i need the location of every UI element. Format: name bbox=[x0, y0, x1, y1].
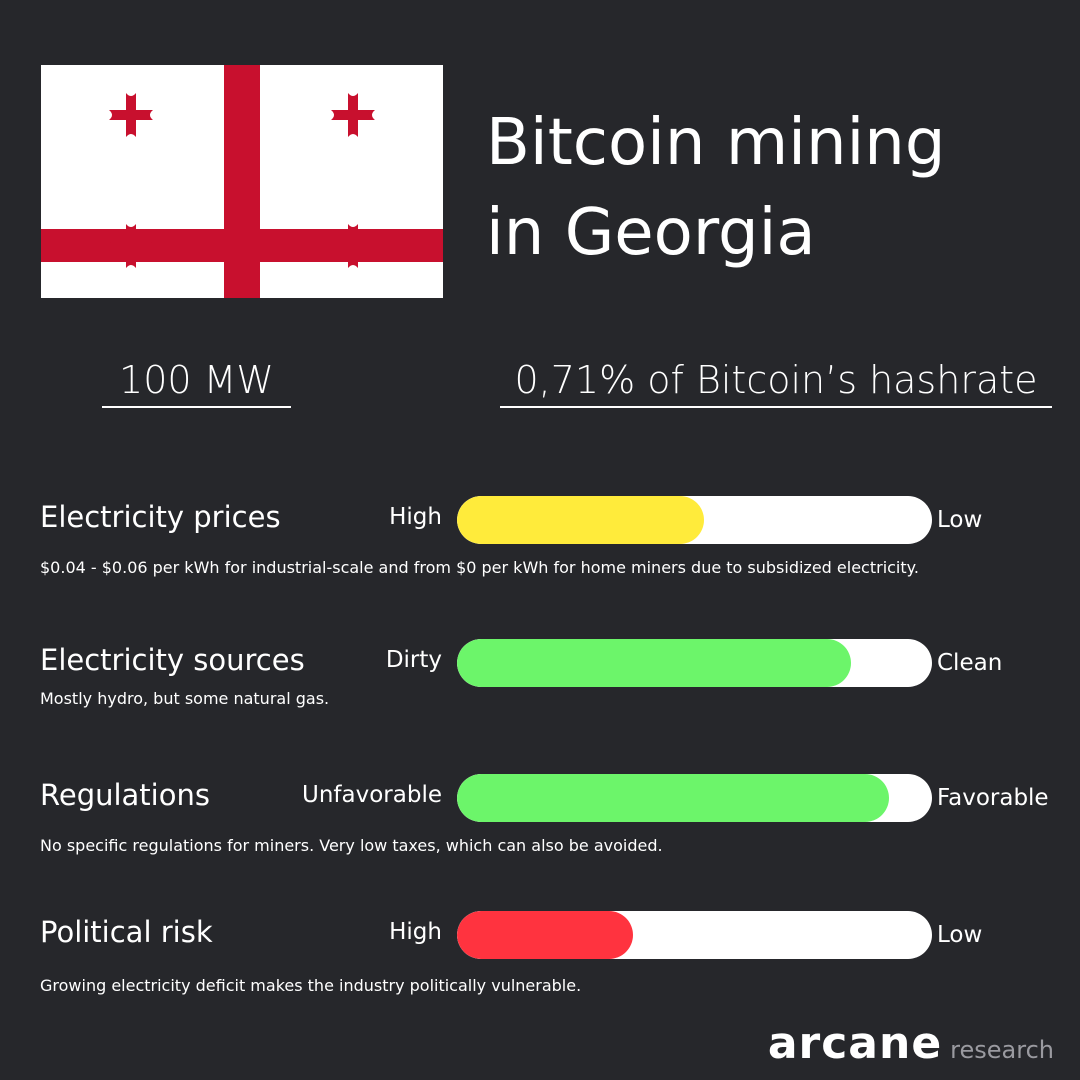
metric-label: Political risk bbox=[40, 915, 213, 949]
logo-wordmark: arcane bbox=[767, 1018, 943, 1069]
metric-description: $0.04 - $0.06 per kWh for industrial-sca… bbox=[40, 558, 919, 577]
georgia-flag bbox=[41, 65, 443, 298]
metric-label: Regulations bbox=[40, 778, 210, 812]
metric-scale-right: Favorable bbox=[937, 785, 1049, 811]
title-line-2: in Georgia bbox=[486, 196, 816, 270]
arcane-research-logo: arcane research bbox=[768, 1018, 1054, 1069]
metric-description: Growing electricity deficit makes the in… bbox=[40, 976, 582, 995]
metric-bar-fill bbox=[457, 911, 633, 959]
flag-small-cross-icon bbox=[325, 218, 381, 274]
hashrate-share-stat: 0,71% of Bitcoin’s hashrate bbox=[500, 358, 1052, 408]
metric-scale-left: High bbox=[389, 504, 442, 530]
title-line-1: Bitcoin mining bbox=[486, 106, 946, 180]
metric-political-risk: Political risk High Low Growing electric… bbox=[0, 911, 1080, 1035]
metric-label: Electricity prices bbox=[40, 500, 281, 534]
metric-scale-right: Clean bbox=[937, 650, 1003, 676]
metric-bar bbox=[457, 774, 932, 822]
page-title: Bitcoin mining in Georgia bbox=[486, 98, 1046, 278]
metric-scale-right: Low bbox=[937, 507, 983, 533]
metric-bar-fill bbox=[457, 496, 704, 544]
flag-cross-vertical bbox=[224, 65, 260, 298]
metric-scale-left: Dirty bbox=[385, 647, 442, 673]
metric-scale-left: Unfavorable bbox=[302, 782, 442, 808]
metric-label: Electricity sources bbox=[40, 643, 305, 677]
metric-scale-right: Low bbox=[937, 922, 983, 948]
metric-bar bbox=[457, 911, 932, 959]
flag-small-cross-icon bbox=[103, 218, 159, 274]
logo-subtext: research bbox=[950, 1036, 1054, 1064]
metric-bar bbox=[457, 639, 932, 687]
metric-description: Mostly hydro, but some natural gas. bbox=[40, 689, 330, 708]
metric-bar-fill bbox=[457, 639, 852, 687]
flag-small-cross-icon bbox=[103, 87, 159, 143]
flag-small-cross-icon bbox=[325, 87, 381, 143]
metric-regulations: Regulations Unfavorable Favorable No spe… bbox=[0, 774, 1080, 898]
metric-bar-fill bbox=[457, 774, 890, 822]
metric-electricity-sources: Electricity sources Dirty Clean Mostly h… bbox=[0, 639, 1080, 763]
metric-description: No specific regulations for miners. Very… bbox=[40, 836, 663, 855]
metric-scale-left: High bbox=[389, 919, 442, 945]
power-capacity-stat: 100 MW bbox=[102, 358, 291, 408]
flag-cross-horizontal bbox=[41, 229, 443, 262]
metric-bar bbox=[457, 496, 932, 544]
metric-electricity-prices: Electricity prices High Low $0.04 - $0.0… bbox=[0, 496, 1080, 620]
